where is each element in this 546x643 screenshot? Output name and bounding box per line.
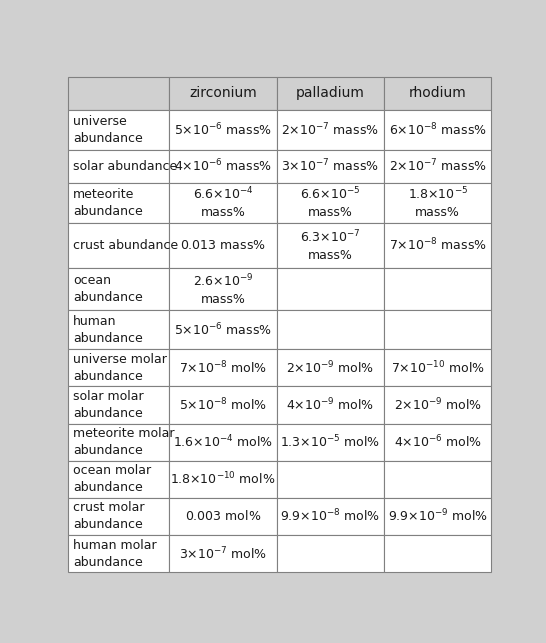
- Text: $7{\times}10^{-8}$ mol%: $7{\times}10^{-8}$ mol%: [179, 359, 267, 376]
- Bar: [384, 77, 491, 110]
- Bar: [384, 183, 491, 223]
- Bar: [277, 349, 384, 386]
- Text: $5{\times}10^{-8}$ mol%: $5{\times}10^{-8}$ mol%: [179, 397, 267, 413]
- Text: ocean molar
abundance: ocean molar abundance: [73, 464, 151, 494]
- Bar: [169, 110, 277, 150]
- Text: $2.6{\times}10^{-9}$
mass%: $2.6{\times}10^{-9}$ mass%: [193, 272, 253, 306]
- Bar: [68, 183, 169, 223]
- Text: solar abundance: solar abundance: [73, 159, 177, 173]
- Text: palladium: palladium: [296, 86, 365, 100]
- Text: $5{\times}10^{-6}$ mass%: $5{\times}10^{-6}$ mass%: [174, 122, 272, 138]
- Bar: [68, 498, 169, 535]
- Bar: [169, 460, 277, 498]
- Text: $1.6{\times}10^{-4}$ mol%: $1.6{\times}10^{-4}$ mol%: [173, 434, 273, 450]
- Text: crust molar
abundance: crust molar abundance: [73, 502, 144, 532]
- Bar: [169, 535, 277, 572]
- Text: solar molar
abundance: solar molar abundance: [73, 390, 144, 420]
- Bar: [169, 349, 277, 386]
- Bar: [169, 77, 277, 110]
- Bar: [277, 498, 384, 535]
- Bar: [68, 77, 169, 110]
- Text: $2{\times}10^{-9}$ mol%: $2{\times}10^{-9}$ mol%: [394, 397, 482, 413]
- Text: $0.013$ mass%: $0.013$ mass%: [180, 239, 266, 252]
- Bar: [277, 311, 384, 349]
- Bar: [68, 535, 169, 572]
- Bar: [277, 77, 384, 110]
- Bar: [277, 535, 384, 572]
- Bar: [384, 424, 491, 460]
- Bar: [68, 386, 169, 424]
- Bar: [277, 460, 384, 498]
- Text: rhodium: rhodium: [409, 86, 467, 100]
- Text: $1.8{\times}10^{-5}$
mass%: $1.8{\times}10^{-5}$ mass%: [408, 186, 468, 219]
- Bar: [169, 386, 277, 424]
- Bar: [68, 349, 169, 386]
- Bar: [68, 223, 169, 267]
- Text: $2{\times}10^{-7}$ mass%: $2{\times}10^{-7}$ mass%: [282, 122, 379, 138]
- Text: crust abundance: crust abundance: [73, 239, 178, 252]
- Bar: [384, 386, 491, 424]
- Text: $4{\times}10^{-6}$ mol%: $4{\times}10^{-6}$ mol%: [394, 434, 482, 450]
- Bar: [384, 110, 491, 150]
- Text: $6.6{\times}10^{-4}$
mass%: $6.6{\times}10^{-4}$ mass%: [193, 186, 253, 219]
- Bar: [169, 424, 277, 460]
- Text: $6.6{\times}10^{-5}$
mass%: $6.6{\times}10^{-5}$ mass%: [300, 186, 361, 219]
- Text: $5{\times}10^{-6}$ mass%: $5{\times}10^{-6}$ mass%: [174, 322, 272, 338]
- Bar: [384, 460, 491, 498]
- Bar: [68, 311, 169, 349]
- Text: $7{\times}10^{-10}$ mol%: $7{\times}10^{-10}$ mol%: [391, 359, 485, 376]
- Text: $4{\times}10^{-6}$ mass%: $4{\times}10^{-6}$ mass%: [174, 158, 272, 174]
- Bar: [384, 267, 491, 311]
- Bar: [277, 183, 384, 223]
- Text: $6.3{\times}10^{-7}$
mass%: $6.3{\times}10^{-7}$ mass%: [300, 228, 361, 262]
- Text: $3{\times}10^{-7}$ mass%: $3{\times}10^{-7}$ mass%: [282, 158, 379, 174]
- Text: $1.3{\times}10^{-5}$ mol%: $1.3{\times}10^{-5}$ mol%: [280, 434, 381, 450]
- Text: human
abundance: human abundance: [73, 315, 143, 345]
- Bar: [277, 223, 384, 267]
- Bar: [384, 349, 491, 386]
- Bar: [169, 150, 277, 183]
- Text: $9.9{\times}10^{-8}$ mol%: $9.9{\times}10^{-8}$ mol%: [280, 508, 381, 525]
- Bar: [277, 386, 384, 424]
- Text: $2{\times}10^{-7}$ mass%: $2{\times}10^{-7}$ mass%: [389, 158, 486, 174]
- Text: $4{\times}10^{-9}$ mol%: $4{\times}10^{-9}$ mol%: [286, 397, 375, 413]
- Text: universe molar
abundance: universe molar abundance: [73, 353, 167, 383]
- Bar: [169, 223, 277, 267]
- Text: $0.003$ mol%: $0.003$ mol%: [185, 509, 261, 523]
- Bar: [384, 498, 491, 535]
- Text: $2{\times}10^{-9}$ mol%: $2{\times}10^{-9}$ mol%: [286, 359, 375, 376]
- Text: human molar
abundance: human molar abundance: [73, 539, 157, 568]
- Text: meteorite molar
abundance: meteorite molar abundance: [73, 427, 174, 457]
- Bar: [277, 267, 384, 311]
- Bar: [277, 424, 384, 460]
- Bar: [384, 311, 491, 349]
- Bar: [384, 223, 491, 267]
- Text: $1.8{\times}10^{-10}$ mol%: $1.8{\times}10^{-10}$ mol%: [170, 471, 276, 487]
- Bar: [68, 424, 169, 460]
- Text: meteorite
abundance: meteorite abundance: [73, 188, 143, 218]
- Text: ocean
abundance: ocean abundance: [73, 274, 143, 304]
- Bar: [169, 183, 277, 223]
- Text: $9.9{\times}10^{-9}$ mol%: $9.9{\times}10^{-9}$ mol%: [388, 508, 488, 525]
- Bar: [68, 110, 169, 150]
- Bar: [68, 150, 169, 183]
- Bar: [169, 267, 277, 311]
- Bar: [384, 150, 491, 183]
- Bar: [169, 311, 277, 349]
- Bar: [384, 535, 491, 572]
- Bar: [68, 267, 169, 311]
- Text: $3{\times}10^{-7}$ mol%: $3{\times}10^{-7}$ mol%: [179, 545, 267, 562]
- Bar: [68, 460, 169, 498]
- Text: $6{\times}10^{-8}$ mass%: $6{\times}10^{-8}$ mass%: [389, 122, 486, 138]
- Text: zirconium: zirconium: [189, 86, 257, 100]
- Bar: [277, 110, 384, 150]
- Bar: [169, 498, 277, 535]
- Bar: [277, 150, 384, 183]
- Text: $7{\times}10^{-8}$ mass%: $7{\times}10^{-8}$ mass%: [389, 237, 486, 253]
- Text: universe
abundance: universe abundance: [73, 115, 143, 145]
